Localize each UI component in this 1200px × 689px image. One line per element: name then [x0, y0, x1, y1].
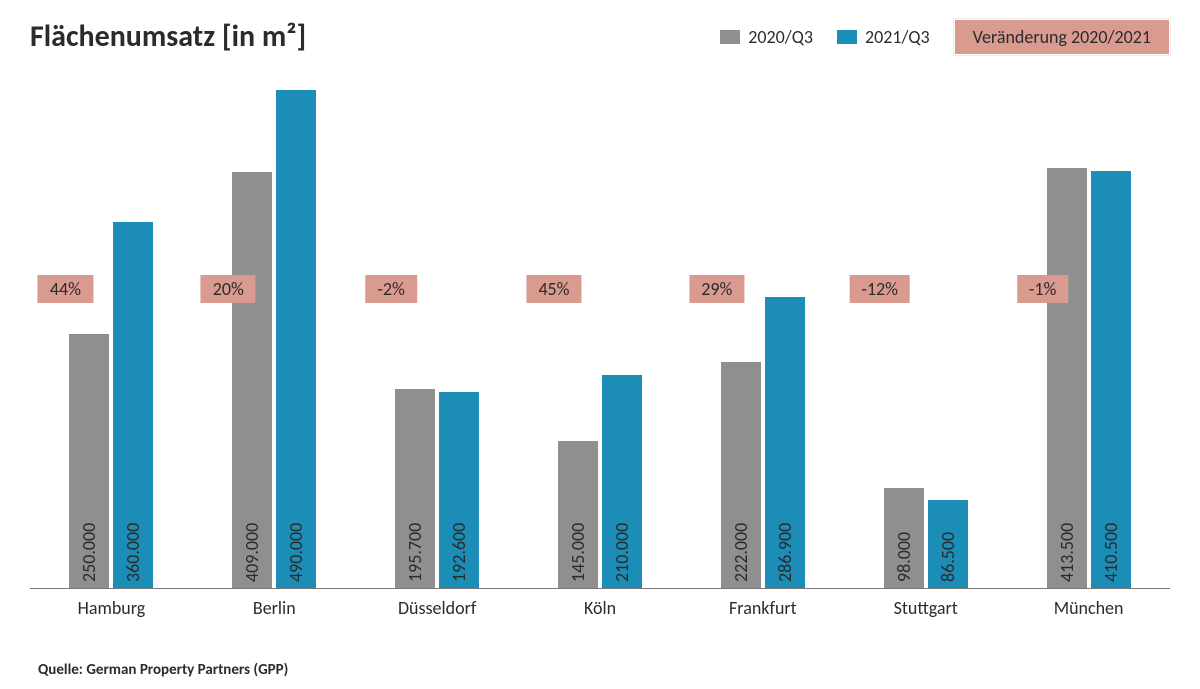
bar-group: 98.000 86.500 -12% — [844, 80, 1007, 588]
bar-2021: 410.500 — [1091, 171, 1131, 588]
bar-value-2021: 360.000 — [122, 523, 144, 582]
bar-2021: 360.000 — [113, 222, 153, 588]
chart-legend: 2020/Q3 2021/Q3 Veränderung 2020/2021 — [720, 19, 1170, 55]
bar-group: 413.500 410.500 -1% — [1007, 80, 1170, 588]
bar-value-2021: 490.000 — [285, 523, 307, 582]
bar-value-2021: 192.600 — [448, 523, 470, 582]
bar-group: 145.000 210.000 45% — [519, 80, 682, 588]
chart-area: 250.000 360.000 44% 409.000 490.000 20% 195.70… — [30, 80, 1170, 629]
x-axis-labels: HamburgBerlinDüsseldorfKölnFrankfurtStut… — [30, 589, 1170, 629]
bar-value-2020: 195.700 — [404, 523, 426, 582]
x-axis-label: Stuttgart — [844, 589, 1007, 629]
bar-2020: 413.500 — [1047, 168, 1087, 588]
bar-group: 222.000 286.900 29% — [681, 80, 844, 588]
x-axis-label: Frankfurt — [681, 589, 844, 629]
bar-value-2020: 409.000 — [241, 523, 263, 582]
x-axis-label: Berlin — [193, 589, 356, 629]
bar-group: 250.000 360.000 44% — [30, 80, 193, 588]
bar-2021: 286.900 — [765, 297, 805, 588]
change-pct-badge: -12% — [849, 275, 910, 303]
bar-2021: 86.500 — [928, 500, 968, 588]
change-pct-badge: 45% — [526, 275, 581, 303]
bar-value-2020: 413.500 — [1056, 523, 1078, 582]
bar-2021: 490.000 — [276, 90, 316, 588]
chart-source: Quelle: German Property Partners (GPP) — [38, 661, 288, 679]
bar-value-2021: 286.900 — [774, 523, 796, 582]
bar-value-2020: 145.000 — [567, 523, 589, 582]
legend-item-2020: 2020/Q3 — [720, 26, 813, 48]
bar-2021: 192.600 — [439, 392, 479, 588]
change-pct-badge: -2% — [365, 275, 417, 303]
bar-2020: 409.000 — [232, 172, 272, 588]
bar-value-2020: 98.000 — [893, 532, 915, 582]
legend-item-2021: 2021/Q3 — [837, 26, 930, 48]
legend-label-2020: 2020/Q3 — [748, 26, 813, 48]
bar-group: 195.700 192.600 -2% — [356, 80, 519, 588]
x-axis-label: Köln — [519, 589, 682, 629]
legend-change-badge: Veränderung 2020/2021 — [954, 19, 1170, 55]
legend-label-2021: 2021/Q3 — [865, 26, 930, 48]
legend-swatch-2021 — [837, 30, 857, 44]
bar-value-2020: 222.000 — [730, 523, 752, 582]
bar-2020: 250.000 — [69, 334, 109, 588]
chart-plot: 250.000 360.000 44% 409.000 490.000 20% 195.70… — [30, 80, 1170, 589]
bar-2021: 210.000 — [602, 375, 642, 588]
change-pct-badge: 44% — [38, 275, 93, 303]
change-pct-badge: -1% — [1017, 275, 1069, 303]
chart-header: Flächenumsatz [in m²] 2020/Q3 2021/Q3 Ve… — [0, 0, 1200, 55]
chart-title: Flächenumsatz [in m²] — [30, 18, 306, 55]
bar-value-2020: 250.000 — [78, 523, 100, 582]
x-axis-label: Düsseldorf — [356, 589, 519, 629]
x-axis-label: München — [1007, 589, 1170, 629]
bar-value-2021: 410.500 — [1100, 523, 1122, 582]
bar-value-2021: 210.000 — [611, 523, 633, 582]
bar-2020: 222.000 — [721, 362, 761, 588]
change-pct-badge: 20% — [201, 275, 256, 303]
bar-2020: 145.000 — [558, 441, 598, 588]
bar-value-2021: 86.500 — [937, 532, 959, 582]
x-axis-label: Hamburg — [30, 589, 193, 629]
bar-2020: 98.000 — [884, 488, 924, 588]
bar-group: 409.000 490.000 20% — [193, 80, 356, 588]
legend-swatch-2020 — [720, 30, 740, 44]
bar-2020: 195.700 — [395, 389, 435, 588]
change-pct-badge: 29% — [689, 275, 744, 303]
